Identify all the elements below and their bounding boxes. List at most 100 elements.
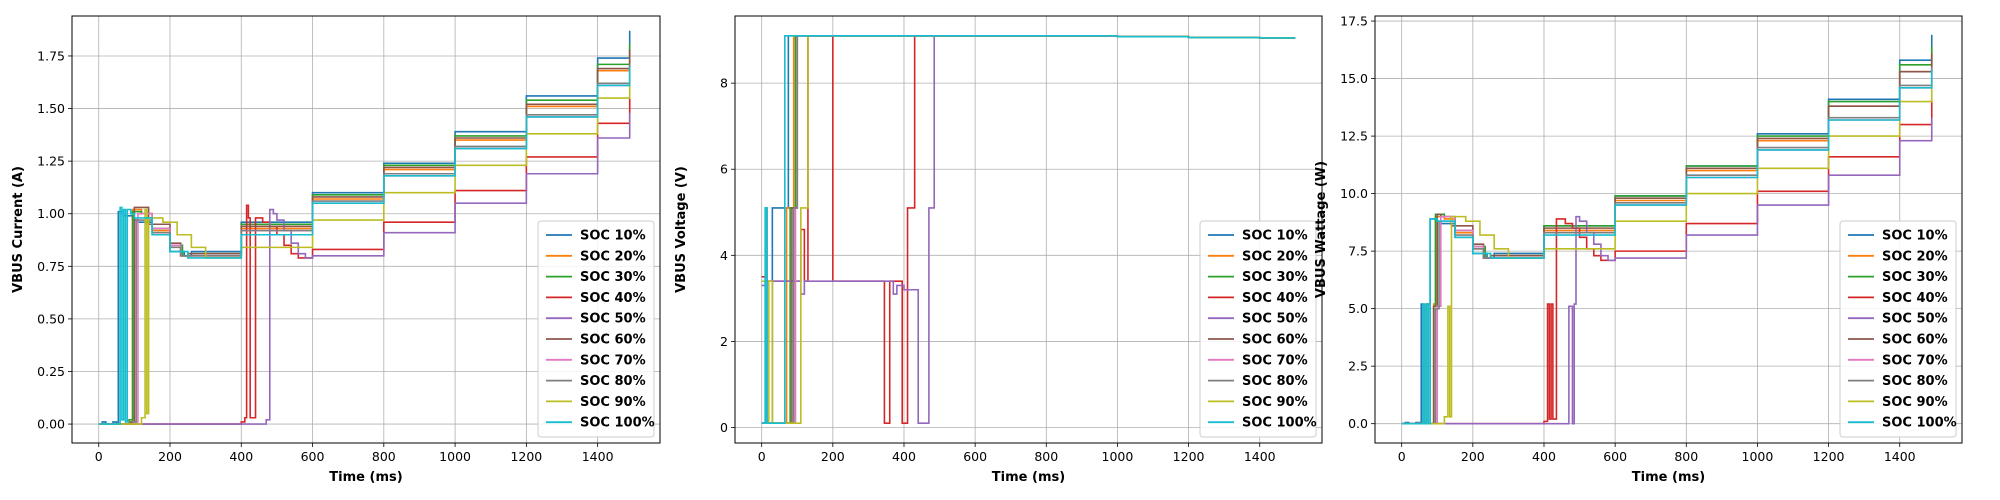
chart-1: 0 200 400 600 800 1000 1200 1400 0.00 0.25 0.50 0.7… <box>11 15 661 485</box>
x-tick-label: 200 <box>158 449 182 464</box>
x-tick-label: 1000 <box>439 449 471 464</box>
legend-label: SOC 80% <box>580 374 646 389</box>
legend-label: SOC 80% <box>1242 374 1308 389</box>
legend-label: SOC 40% <box>1882 291 1948 306</box>
legend-label: SOC 60% <box>580 333 646 348</box>
y-tick-label: 7.5 <box>1348 244 1368 259</box>
legend: SOC 10% SOC 20% SOC 30% SOC 40% SOC 50% SOC 6… <box>1199 220 1317 438</box>
legend-label: SOC 40% <box>1242 291 1308 306</box>
chart-3: 0 200 400 600 800 1000 1200 1400 0.0 2.5 5.0 7.5 10.… <box>1314 14 1963 485</box>
legend-label: SOC 60% <box>1882 333 1948 348</box>
legend-label: SOC 30% <box>1242 270 1308 285</box>
series-group <box>98 30 631 425</box>
legend-box <box>1839 220 1957 438</box>
y-tick-label: 0.0 <box>1348 416 1368 431</box>
x-tick-label: 1400 <box>582 449 614 464</box>
x-tick-label: 600 <box>1603 449 1627 464</box>
y-tick-label: 0 <box>720 420 728 435</box>
x-tick-label: 1000 <box>1742 449 1774 464</box>
x-axis-label: Time (ms) <box>992 470 1065 485</box>
x-tick-label: 200 <box>821 449 845 464</box>
y-tick-label: 0.00 <box>37 417 65 432</box>
legend-label: SOC 10% <box>1242 229 1308 244</box>
x-tick-label: 1000 <box>1102 449 1134 464</box>
legend-box <box>1199 220 1317 438</box>
y-tick-label: 1.00 <box>37 206 65 221</box>
x-tick-label: 1400 <box>1244 449 1276 464</box>
x-tick-label: 800 <box>1674 449 1698 464</box>
series-line-soc-90 <box>1401 78 1933 425</box>
legend-label: SOC 90% <box>1882 395 1948 410</box>
legend-label: SOC 10% <box>1882 229 1948 244</box>
legend-label: SOC 70% <box>1242 353 1308 368</box>
y-axis-label: VBUS Voltage (V) <box>674 166 689 293</box>
x-tick-label: 600 <box>301 449 325 464</box>
series-group <box>761 35 1296 424</box>
legend-label: SOC 50% <box>580 312 646 327</box>
legend-label: SOC 20% <box>1242 249 1308 264</box>
legend-label: SOC 100% <box>1882 416 1957 431</box>
legend-label: SOC 50% <box>1882 312 1948 327</box>
legend-label: SOC 30% <box>580 270 646 285</box>
x-tick-label: 0 <box>1398 449 1406 464</box>
series-line-soc-100 <box>761 35 1296 424</box>
chart-2: 0 200 400 600 800 1000 1200 1400 0 2 4 6 8 Time (ms) V… <box>674 15 1323 485</box>
y-tick-label: 8 <box>720 76 728 91</box>
series-line-soc-100 <box>98 66 631 425</box>
x-tick-label: 0 <box>95 449 103 464</box>
axes-frame <box>71 15 661 444</box>
x-tick-label: 1200 <box>1813 449 1845 464</box>
y-tick-label: 0.25 <box>37 364 65 379</box>
x-tick-label: 800 <box>372 449 396 464</box>
x-axis-label: Time (ms) <box>329 470 402 485</box>
x-tick-label: 600 <box>963 449 987 464</box>
charts-root: 0 200 400 600 800 1000 1200 14000.000.250.500.7… <box>11 14 1963 485</box>
legend-label: SOC 90% <box>580 395 646 410</box>
y-tick-label: 1.25 <box>37 154 65 169</box>
x-tick-label: 1200 <box>510 449 542 464</box>
y-tick-label: 1.75 <box>37 48 65 63</box>
legend-label: SOC 70% <box>1882 353 1948 368</box>
axes-frame <box>1374 15 1963 444</box>
legend: SOC 10% SOC 20% SOC 30% SOC 40% SOC 50% SOC 6… <box>1839 220 1957 438</box>
x-tick-label: 800 <box>1034 449 1058 464</box>
y-tick-label: 0.75 <box>37 259 65 274</box>
legend-label: SOC 100% <box>1242 416 1317 431</box>
y-tick-label: 5.0 <box>1348 301 1368 316</box>
x-tick-label: 400 <box>892 449 916 464</box>
x-tick-label: 1400 <box>1884 449 1916 464</box>
series-line-soc-90 <box>98 77 631 425</box>
y-tick-label: 10.0 <box>1340 186 1368 201</box>
legend-label: SOC 50% <box>1242 312 1308 327</box>
x-tick-label: 400 <box>1532 449 1556 464</box>
legend-label: SOC 20% <box>1882 249 1948 264</box>
x-axis-label: Time (ms) <box>1632 470 1705 485</box>
legend-label: SOC 60% <box>1242 333 1308 348</box>
legend-label: SOC 40% <box>580 291 646 306</box>
y-tick-label: 17.5 <box>1340 14 1368 29</box>
y-axis-label: VBUS Current (A) <box>11 166 26 293</box>
legend-label: SOC 20% <box>580 249 646 264</box>
y-tick-label: 2.5 <box>1348 359 1368 374</box>
axes-frame <box>734 15 1323 444</box>
y-tick-label: 2 <box>720 334 728 349</box>
series-line-soc-50 <box>1401 117 1933 425</box>
x-tick-label: 1200 <box>1173 449 1205 464</box>
y-tick-label: 4 <box>720 248 728 263</box>
legend-label: SOC 90% <box>1242 395 1308 410</box>
legend-label: SOC 70% <box>580 353 646 368</box>
y-tick-label: 1.50 <box>37 101 65 116</box>
x-tick-label: 200 <box>1461 449 1485 464</box>
y-tick-label: 12.5 <box>1340 129 1368 144</box>
y-tick-label: 6 <box>720 162 728 177</box>
x-tick-label: 400 <box>229 449 253 464</box>
series-line-soc-50 <box>98 112 631 425</box>
x-tick-label: 0 <box>758 449 766 464</box>
legend-label: SOC 10% <box>580 229 646 244</box>
series-group <box>1401 34 1933 425</box>
y-tick-label: 15.0 <box>1340 71 1368 86</box>
legend: SOC 10% SOC 20% SOC 30% SOC 40% SOC 50% SOC 6… <box>537 220 655 438</box>
y-axis-label: VBUS Wattage (W) <box>1314 161 1329 298</box>
